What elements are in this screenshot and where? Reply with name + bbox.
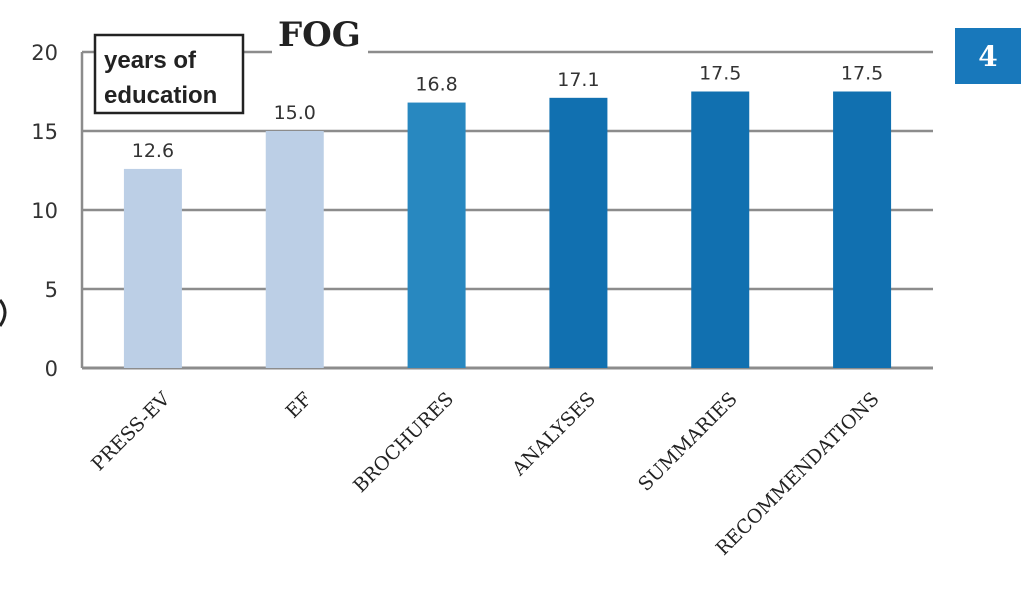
x-axis-categories: PRESS-EV EF BROCHURES ANALYSES SUMMARIESRECO…	[87, 388, 883, 560]
y-axis-label-line-1: years of	[104, 47, 197, 74]
data-label: 17.1	[557, 69, 599, 91]
cropped-edge-mark	[0, 299, 7, 327]
data-label: 12.6	[132, 140, 174, 162]
bar-recommendations	[833, 91, 892, 368]
y-axis-label-line-2: education	[104, 82, 217, 109]
data-label: 17.5	[841, 63, 883, 85]
x-category-label: EF	[282, 388, 317, 423]
y-tick-label: 10	[31, 199, 58, 223]
y-tick-label: 5	[45, 278, 58, 302]
x-category-label: BROCHURES	[349, 388, 458, 497]
bar-press-ev	[123, 168, 182, 368]
y-tick-label: 15	[31, 120, 58, 144]
bar-brochures	[407, 102, 466, 368]
x-category-label: SUMMARIES	[634, 388, 742, 496]
data-labels: 12.6 15.0 16.8 17.1 17.5 17.5	[132, 63, 883, 162]
y-tick-label: 20	[31, 41, 58, 65]
bar-analyses	[549, 97, 608, 368]
figure-badge-number: 4	[978, 40, 997, 73]
x-category-label: PRESS-EV	[87, 388, 174, 475]
x-category-label: ANALYSES	[507, 388, 600, 481]
y-tick-label: 0	[45, 357, 58, 381]
y-axis-ticks: 0 5 10 15 20	[31, 41, 58, 381]
figure-badge-box	[955, 28, 1021, 84]
data-label: 15.0	[274, 102, 316, 124]
chart-title: FOG	[272, 15, 368, 56]
data-label: 17.5	[699, 63, 741, 85]
x-category-label: RECOMMENDATIONS	[712, 388, 884, 560]
chart-title-text: FOG	[278, 15, 361, 55]
data-label: 16.8	[415, 74, 457, 96]
bar-ef	[265, 131, 324, 368]
bars	[123, 91, 892, 368]
bar-summaries	[691, 91, 750, 368]
figure-badge: 4	[955, 28, 1021, 84]
y-axis-label-box: years of education	[93, 33, 245, 115]
